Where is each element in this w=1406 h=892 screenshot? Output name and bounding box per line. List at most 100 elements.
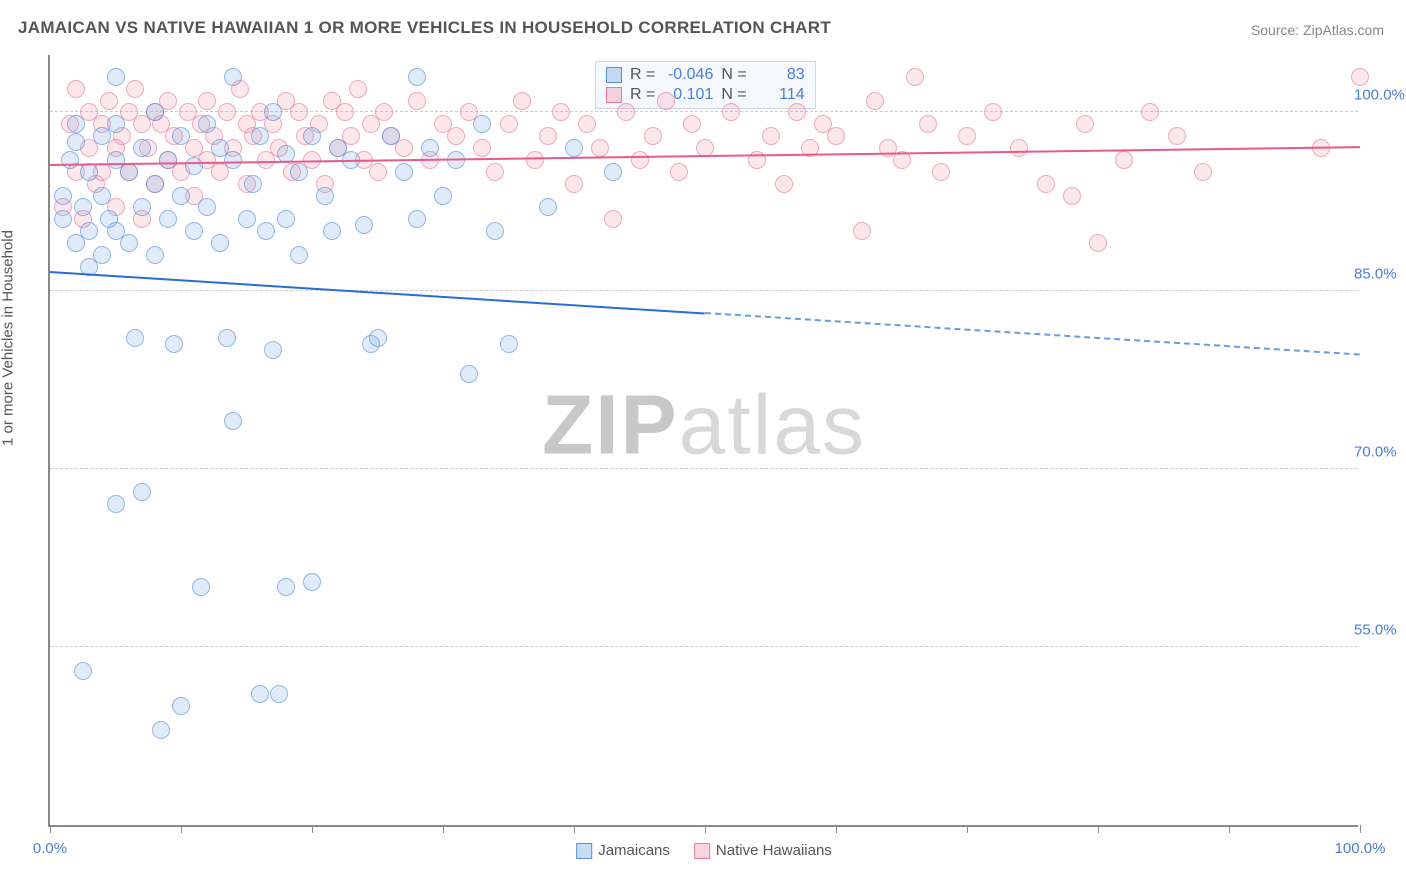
scatter-point — [827, 127, 845, 145]
scatter-point — [251, 685, 269, 703]
scatter-point — [617, 103, 635, 121]
scatter-point — [375, 103, 393, 121]
scatter-point — [290, 163, 308, 181]
scatter-point — [159, 151, 177, 169]
scatter-point — [290, 246, 308, 264]
scatter-point — [932, 163, 950, 181]
xtick-label: 100.0% — [1335, 840, 1386, 857]
watermark-bold: ZIP — [542, 377, 679, 471]
stats-row-hawaiians: R = 0.101 N = 114 — [606, 86, 805, 104]
scatter-point — [1089, 234, 1107, 252]
scatter-point — [408, 68, 426, 86]
scatter-point — [1115, 151, 1133, 169]
scatter-point — [644, 127, 662, 145]
n-value-jamaicans: 83 — [755, 66, 805, 84]
scatter-point — [1076, 115, 1094, 133]
scatter-point — [120, 234, 138, 252]
scatter-point — [866, 92, 884, 110]
chart-title: JAMAICAN VS NATIVE HAWAIIAN 1 OR MORE VE… — [18, 18, 831, 38]
gridline — [50, 468, 1358, 469]
xtick — [1360, 825, 1361, 833]
scatter-point — [238, 210, 256, 228]
scatter-point — [762, 127, 780, 145]
scatter-point — [1194, 163, 1212, 181]
scatter-point — [67, 80, 85, 98]
scatter-point — [303, 127, 321, 145]
watermark-light: atlas — [679, 377, 866, 471]
scatter-point — [224, 68, 242, 86]
scatter-point — [447, 127, 465, 145]
scatter-point — [336, 103, 354, 121]
legend-item-jamaicans: Jamaicans — [576, 842, 670, 859]
scatter-point — [218, 329, 236, 347]
scatter-point — [192, 578, 210, 596]
scatter-point — [1037, 175, 1055, 193]
legend-label: Jamaicans — [598, 842, 670, 859]
scatter-point — [80, 222, 98, 240]
trend-line — [50, 271, 705, 315]
scatter-point — [126, 329, 144, 347]
scatter-point — [500, 335, 518, 353]
scatter-point — [165, 335, 183, 353]
scatter-point — [552, 103, 570, 121]
r-value-jamaicans: -0.046 — [663, 66, 713, 84]
xtick — [1098, 825, 1099, 833]
scatter-point — [74, 198, 92, 216]
swatch-blue — [606, 67, 622, 83]
xtick — [181, 825, 182, 833]
scatter-point — [218, 103, 236, 121]
scatter-point — [185, 222, 203, 240]
scatter-point — [224, 412, 242, 430]
scatter-point — [277, 578, 295, 596]
scatter-point — [408, 92, 426, 110]
scatter-point — [198, 92, 216, 110]
scatter-point — [657, 92, 675, 110]
scatter-point — [120, 163, 138, 181]
scatter-point — [1010, 139, 1028, 157]
n-label: N = — [721, 66, 746, 84]
scatter-point — [473, 115, 491, 133]
source-attribution: Source: ZipAtlas.com — [1251, 22, 1384, 38]
scatter-point — [185, 157, 203, 175]
swatch-pink — [606, 87, 622, 103]
scatter-point — [74, 662, 92, 680]
bottom-legend: Jamaicans Native Hawaiians — [576, 842, 832, 859]
scatter-point — [591, 139, 609, 157]
scatter-point — [1141, 103, 1159, 121]
scatter-point — [54, 187, 72, 205]
scatter-point — [152, 721, 170, 739]
scatter-point — [355, 216, 373, 234]
scatter-point — [172, 187, 190, 205]
scatter-point — [539, 127, 557, 145]
scatter-point — [473, 139, 491, 157]
scatter-point — [382, 127, 400, 145]
scatter-point — [107, 115, 125, 133]
scatter-point — [290, 103, 308, 121]
scatter-point — [264, 103, 282, 121]
scatter-point — [984, 103, 1002, 121]
scatter-point — [395, 163, 413, 181]
watermark: ZIPatlas — [542, 376, 866, 473]
scatter-point — [349, 80, 367, 98]
scatter-point — [1168, 127, 1186, 145]
scatter-point — [683, 115, 701, 133]
scatter-point — [578, 115, 596, 133]
ytick-label: 100.0% — [1354, 87, 1406, 104]
scatter-point — [146, 175, 164, 193]
scatter-point — [211, 234, 229, 252]
scatter-point — [369, 329, 387, 347]
scatter-point — [146, 246, 164, 264]
scatter-point — [67, 115, 85, 133]
scatter-point — [565, 139, 583, 157]
scatter-point — [539, 198, 557, 216]
scatter-point — [526, 151, 544, 169]
xtick — [443, 825, 444, 833]
stats-legend-box: R = -0.046 N = 83 R = 0.101 N = 114 — [595, 61, 816, 109]
scatter-point — [604, 163, 622, 181]
scatter-point — [172, 697, 190, 715]
ytick-label: 70.0% — [1354, 443, 1406, 460]
r-label: R = — [630, 86, 655, 104]
scatter-point — [244, 175, 262, 193]
scatter-point — [133, 198, 151, 216]
scatter-point — [421, 139, 439, 157]
